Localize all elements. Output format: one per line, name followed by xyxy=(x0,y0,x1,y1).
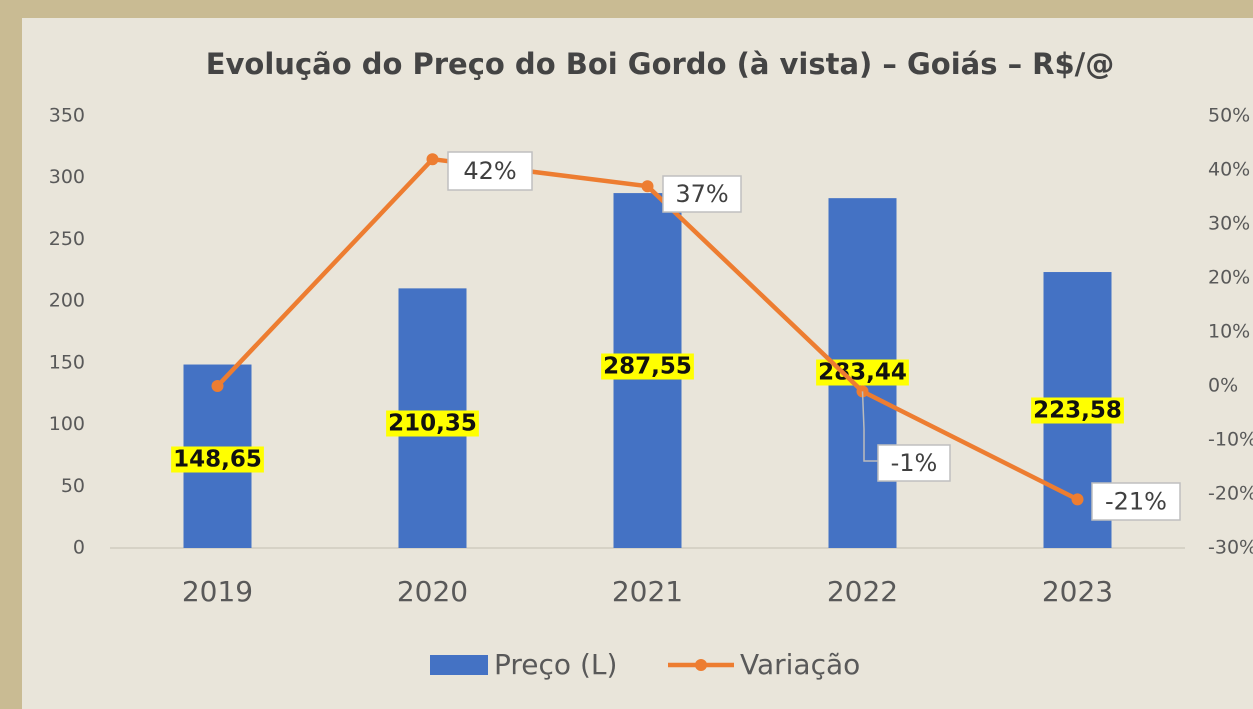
legend-label: Preço (L) xyxy=(494,648,617,681)
y2-tick-label: 30% xyxy=(1208,213,1250,235)
y-tick-label: 300 xyxy=(49,166,85,188)
line-value-label: 37% xyxy=(675,180,728,208)
y2-tick-label: -30% xyxy=(1208,537,1253,559)
x-tick-label: 2019 xyxy=(182,575,253,608)
line-value-label-box xyxy=(1091,482,1181,521)
line-marker xyxy=(211,380,224,392)
y-tick-label: 50 xyxy=(61,475,85,497)
line-marker xyxy=(1071,493,1084,506)
bar-value-label: 210,35 xyxy=(386,410,479,437)
label-leader xyxy=(861,391,878,462)
y-tick-label: 350 xyxy=(49,105,85,127)
y2-tick-label: 10% xyxy=(1208,321,1250,343)
line-value-label: 42% xyxy=(463,157,516,185)
bar-value-label: 283,44 xyxy=(816,359,909,386)
line-marker xyxy=(426,153,439,166)
x-tick-label: 2021 xyxy=(612,575,683,608)
bar-value-label: 287,55 xyxy=(601,353,694,380)
line-value-label-box xyxy=(447,151,533,191)
line-value-label-box xyxy=(662,175,742,213)
x-tick-label: 2020 xyxy=(397,575,468,608)
bar-value-label-bg xyxy=(601,353,694,380)
y2-tick-label: -10% xyxy=(1208,429,1253,451)
legend-swatch xyxy=(430,655,488,675)
legend-label: Variação xyxy=(740,648,860,681)
bar-value-label-text: 223,58 xyxy=(1033,398,1122,424)
chart-title: Evolução do Preço do Boi Gordo (à vista)… xyxy=(206,47,1115,81)
y2-tick-label: 40% xyxy=(1208,159,1250,181)
x-tick-label: 2022 xyxy=(827,575,898,608)
bar-value-label-bg xyxy=(171,446,264,473)
bar-value-label-text: 287,55 xyxy=(603,354,692,380)
line-marker xyxy=(641,180,654,193)
line-value-label: -1% xyxy=(891,449,938,477)
bar-value-label-text: 210,35 xyxy=(388,411,477,437)
y-tick-label: 250 xyxy=(49,228,85,250)
y2-tick-label: 0% xyxy=(1208,375,1238,397)
x-tick-label: 2023 xyxy=(1042,575,1113,608)
line-value-label-box xyxy=(877,444,951,482)
legend-marker xyxy=(695,659,707,671)
bar-value-label: 148,65 xyxy=(171,446,264,473)
y-tick-label: 0 xyxy=(73,537,85,559)
y2-tick-label: 50% xyxy=(1208,105,1250,127)
bar-value-label: 223,58 xyxy=(1031,397,1124,424)
bar-value-label-bg xyxy=(386,410,479,437)
y2-tick-label: 20% xyxy=(1208,267,1250,289)
y-tick-label: 150 xyxy=(49,351,85,373)
y-tick-label: 100 xyxy=(49,413,85,435)
y-tick-label: 200 xyxy=(49,290,85,312)
line-value-label: -21% xyxy=(1105,488,1167,516)
bar-value-label-text: 148,65 xyxy=(173,447,262,473)
y2-tick-label: -20% xyxy=(1208,483,1253,505)
bar-value-label-bg xyxy=(1031,397,1124,424)
